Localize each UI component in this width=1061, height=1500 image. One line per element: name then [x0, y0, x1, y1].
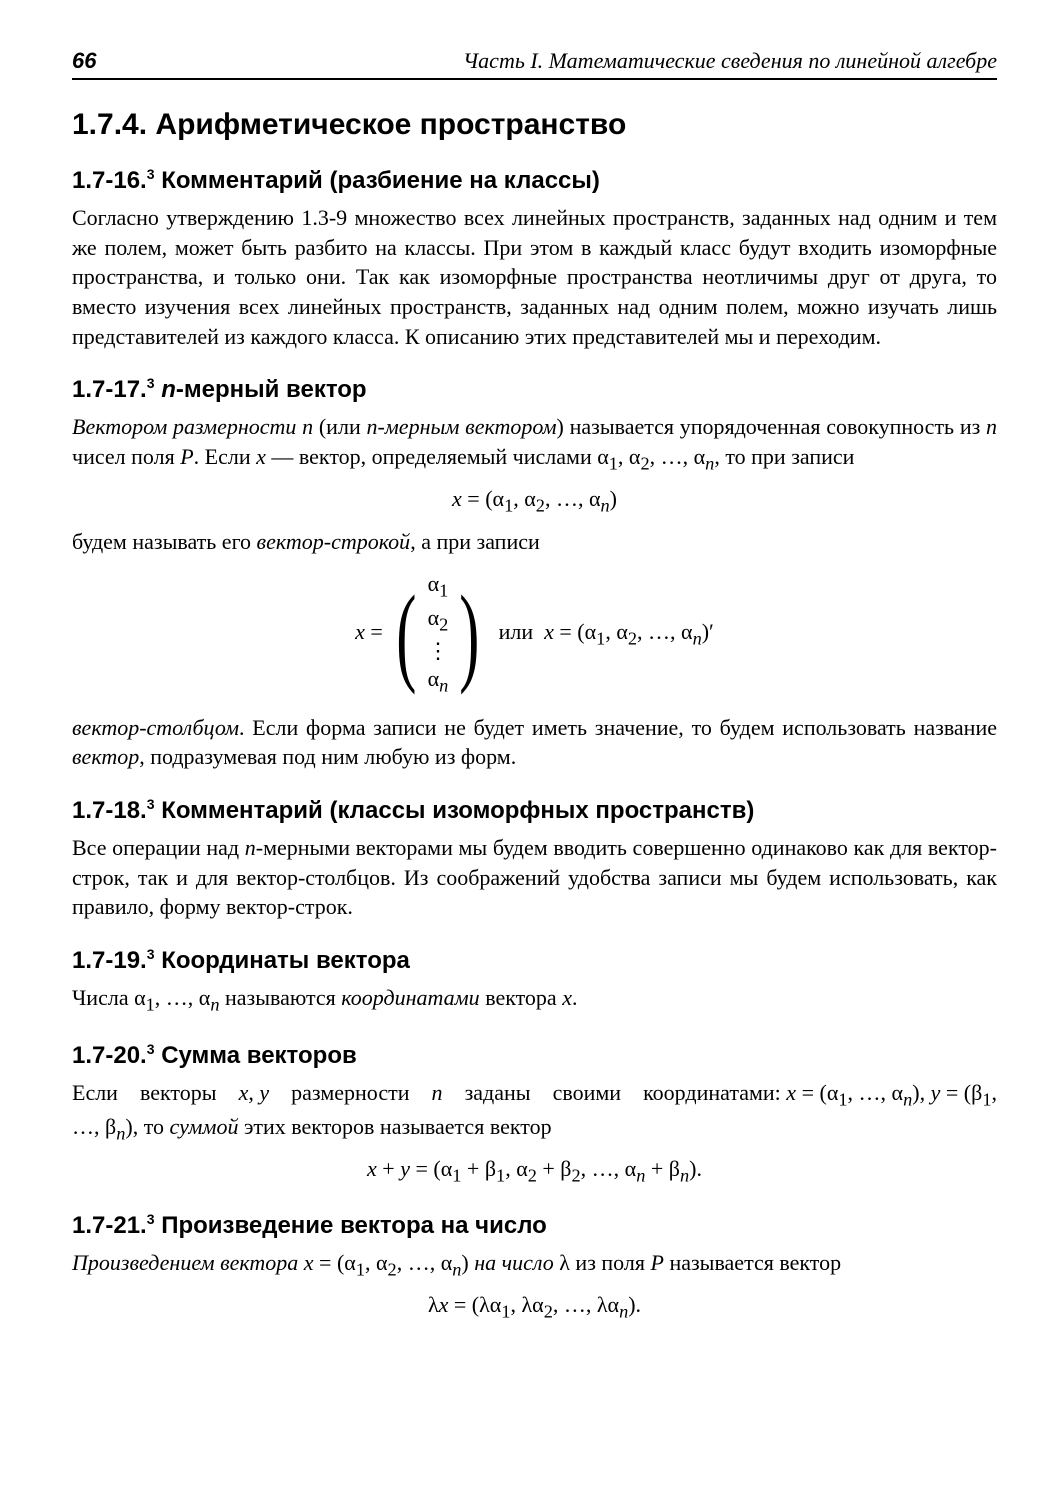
subsection-superscript: 3 — [147, 796, 155, 812]
page-number: 66 — [72, 48, 96, 74]
subsection-title: Сумма векторов — [161, 1042, 357, 1069]
running-title: Часть I. Математические сведения по лине… — [463, 48, 997, 74]
subsection-number: 1.7-21. — [72, 1212, 147, 1239]
formula-column-vector: x = (α1α2⋮αn) или x = (α1, α2, …, αn)′ — [72, 566, 997, 702]
subsection-superscript: 3 — [147, 166, 155, 182]
subsection-title: n-мерный вектор — [161, 376, 366, 403]
formula: λx = (λα1, λα2, …, λαn). — [72, 1292, 997, 1322]
subsection-superscript: 3 — [147, 1041, 155, 1057]
subsection-number: 1.7-20. — [72, 1042, 147, 1069]
paragraph: Вектором размерности n (или n-мерным век… — [72, 412, 997, 476]
subsection-superscript: 3 — [147, 1211, 155, 1227]
page: 66 Часть I. Математические сведения по л… — [0, 0, 1061, 1500]
subsection-number: 1.7-16. — [72, 167, 147, 194]
subsection-number: 1.7-18. — [72, 797, 147, 824]
subsection-number: 1.7-17. — [72, 376, 147, 403]
formula: x = (α1, α2, …, αn) — [72, 486, 997, 516]
paragraph: Произведением вектора x = (α1, α2, …, αn… — [72, 1248, 997, 1282]
paragraph: Согласно утверждению 1.3-9 множество все… — [72, 203, 997, 351]
subsection-heading: 1.7-17.3 n-мерный вектор — [72, 375, 997, 404]
content: 1.7-16.3 Комментарий (разбиение на класс… — [72, 166, 997, 1322]
subsection-superscript: 3 — [147, 946, 155, 962]
subsection-heading: 1.7-16.3 Комментарий (разбиение на класс… — [72, 166, 997, 195]
section-number: 1.7.4. — [72, 108, 147, 141]
subsection-title: Координаты вектора — [161, 947, 410, 974]
subsection-heading: 1.7-19.3 Координаты вектора — [72, 946, 997, 975]
subsection-number: 1.7-19. — [72, 947, 147, 974]
section-title: Арифметическое пространство — [155, 108, 626, 141]
running-header: 66 Часть I. Математические сведения по л… — [72, 48, 997, 80]
subsection-heading: 1.7-18.3 Комментарий (классы изоморфных … — [72, 796, 997, 825]
column-vector: (α1α2⋮αn) — [388, 566, 487, 702]
paragraph: будем называть его вектор-строкой, а при… — [72, 527, 997, 557]
subsection-heading: 1.7-21.3 Произведение вектора на число — [72, 1211, 997, 1240]
section-heading: 1.7.4. Арифметическое пространство — [72, 108, 997, 142]
subsection-heading: 1.7-20.3 Сумма векторов — [72, 1041, 997, 1070]
subsection-superscript: 3 — [147, 375, 155, 391]
paragraph: Если векторы x, y размерности n заданы с… — [72, 1078, 997, 1146]
paragraph: Все операции над n-мерными векторами мы … — [72, 833, 997, 922]
subsection-title: Комментарий (классы изоморфных пространс… — [161, 797, 754, 824]
paragraph: Числа α1, …, αn называются координатами … — [72, 983, 997, 1017]
subsection-title: Комментарий (разбиение на классы) — [161, 167, 600, 194]
subsection-title: Произведение вектора на число — [161, 1212, 547, 1239]
formula: x + y = (α1 + β1, α2 + β2, …, αn + βn). — [72, 1156, 997, 1186]
paragraph: вектор-столбцом. Если форма записи не бу… — [72, 713, 997, 772]
